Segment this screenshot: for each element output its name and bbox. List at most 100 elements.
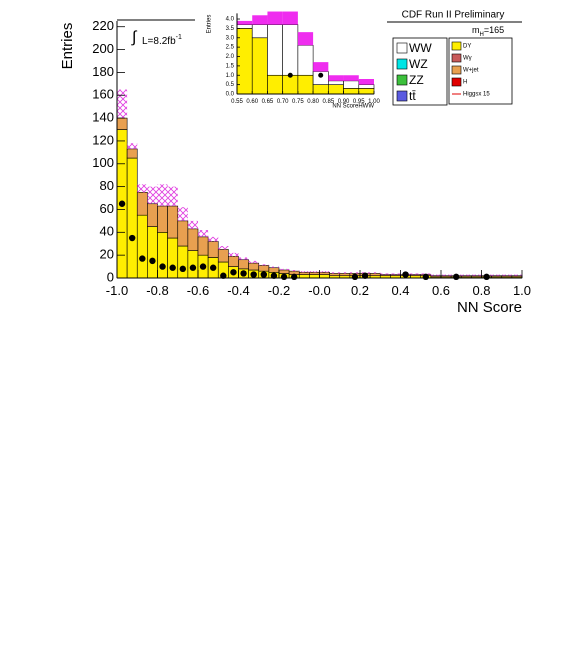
- x-tick-label: 1.0: [513, 283, 531, 298]
- lumi-sup: -1: [176, 34, 182, 41]
- histogram-bar: [410, 274, 422, 277]
- data-point: [361, 272, 369, 279]
- histogram-bar: [251, 24, 268, 39]
- error-band: [441, 274, 452, 276]
- error-band: [390, 273, 401, 275]
- error-band: [117, 89, 128, 119]
- histogram-bar: [328, 84, 344, 95]
- error-band: [410, 273, 421, 275]
- histogram-bar: [319, 274, 330, 279]
- error-band: [282, 11, 298, 25]
- error-band: [430, 274, 441, 276]
- x-tick-label: 0.2: [351, 283, 369, 298]
- histogram-bar: [430, 275, 442, 278]
- histogram-bar: [197, 236, 209, 256]
- histogram-bar: [278, 269, 290, 274]
- data-point: [240, 270, 247, 277]
- histogram-bar: [207, 241, 219, 258]
- x-tick-label: 0.70: [277, 99, 289, 105]
- data-point: [270, 272, 278, 279]
- error-band: [339, 272, 350, 274]
- data-point: [189, 264, 197, 271]
- histogram-bar: [440, 275, 452, 278]
- legend-swatch: [396, 74, 408, 86]
- error-band: [177, 207, 188, 221]
- x-tick-label: 0.90: [338, 99, 350, 105]
- y-tick-label: 60: [100, 201, 114, 216]
- x-tick-label: 0.80: [307, 99, 319, 105]
- histogram-bar: [251, 37, 268, 95]
- histogram-bar: [339, 273, 351, 277]
- histogram-bar: [309, 274, 320, 279]
- histogram-bar: [136, 192, 148, 216]
- legend-label: WZ: [409, 57, 428, 71]
- histogram-bar: [177, 245, 189, 279]
- x-tick-label: -0.4: [227, 283, 249, 298]
- data-point: [483, 273, 490, 281]
- x-tick-label: -0.0: [308, 283, 330, 298]
- histogram-bar: [460, 275, 472, 278]
- histogram-bar: [248, 262, 260, 271]
- histogram-bar: [126, 148, 138, 159]
- histogram-bar: [358, 88, 375, 95]
- histogram-bar: [298, 274, 310, 279]
- data-point: [179, 265, 187, 273]
- histogram-bar: [298, 271, 310, 275]
- data-point: [287, 72, 293, 78]
- y-tick-label: 1.5: [226, 63, 235, 69]
- error-band: [380, 273, 391, 275]
- histogram-bar: [187, 250, 199, 279]
- data-point: [290, 273, 298, 281]
- y-tick-label: 0.0: [226, 92, 235, 98]
- data-point: [452, 273, 460, 281]
- x-axis-label: NN Score: [457, 299, 522, 316]
- x-tick-label: 0.6: [432, 283, 450, 298]
- histogram-bar: [236, 28, 253, 95]
- legend-label: ZZ: [409, 73, 424, 87]
- error-band: [268, 266, 279, 268]
- legend-swatch: [396, 58, 408, 70]
- histogram-bar: [238, 259, 249, 270]
- histogram-bar: [329, 273, 341, 277]
- histogram-bar: [258, 265, 270, 272]
- error-band: [461, 274, 472, 276]
- data-point: [159, 263, 166, 270]
- error-band: [267, 11, 283, 25]
- histogram-bar: [297, 74, 314, 95]
- y-tick-label: 4.0: [226, 17, 235, 23]
- histogram-bar: [268, 267, 280, 273]
- data-point: [318, 72, 324, 78]
- legend-label: Higgsx 15: [463, 92, 490, 98]
- histogram-bar: [167, 237, 179, 279]
- error-band: [501, 274, 512, 276]
- x-tick-label: -1.0: [106, 283, 128, 298]
- histogram-bar: [187, 228, 199, 251]
- error-band: [313, 62, 329, 72]
- error-band: [299, 271, 310, 273]
- error-band: [349, 272, 360, 274]
- error-band: [258, 264, 269, 266]
- data-point: [128, 234, 136, 242]
- y-tick-label: 140: [92, 110, 114, 125]
- histogram-bar: [369, 273, 381, 277]
- x-tick-label: 0.55: [231, 99, 243, 105]
- y-tick-label: 2.5: [226, 45, 235, 51]
- y-axis-label: Entries: [59, 23, 76, 70]
- histogram-bar: [267, 24, 283, 76]
- histogram-bar: [282, 74, 299, 95]
- x-tick-label: -0.6: [187, 283, 209, 298]
- lumi-label: L=8.2fb-1: [142, 34, 182, 47]
- y-tick-label: 2.0: [226, 54, 235, 60]
- data-point: [260, 271, 268, 278]
- y-tick-label: 80: [100, 178, 114, 193]
- data-point: [351, 273, 359, 281]
- histogram-bar: [471, 275, 482, 278]
- legend-swatch: [396, 90, 408, 102]
- x-tick-label: -0.8: [146, 283, 168, 298]
- x-tick-label: 0.95: [353, 99, 365, 105]
- histogram-bar: [136, 214, 148, 279]
- legend-swatch: [451, 41, 462, 51]
- histogram-bar: [328, 80, 344, 85]
- error-band: [127, 143, 138, 149]
